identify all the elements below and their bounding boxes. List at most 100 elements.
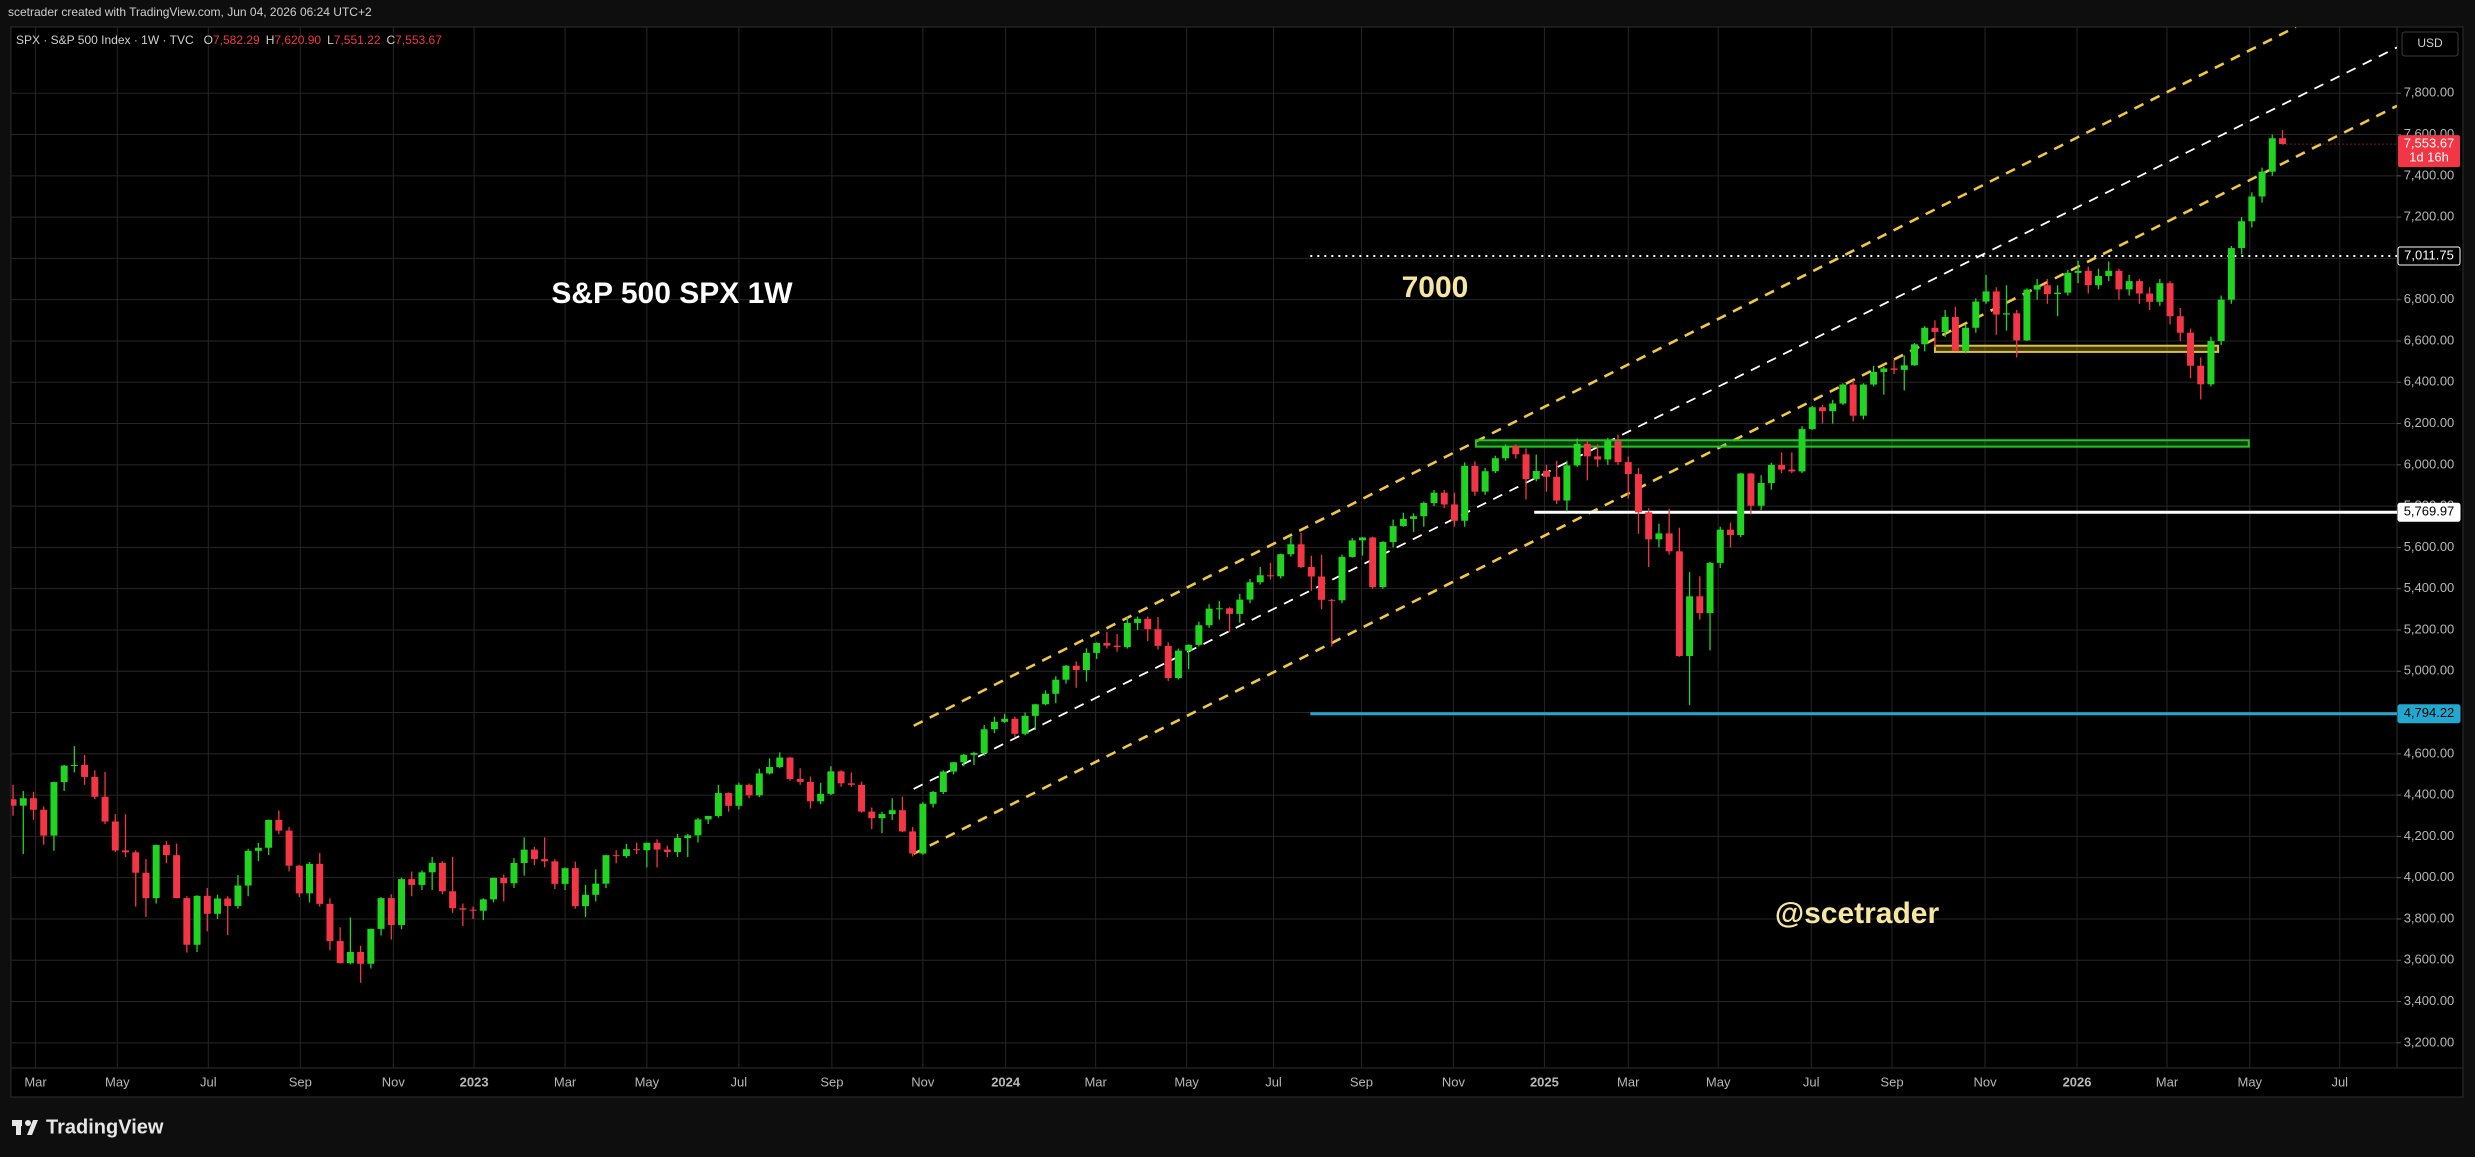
- candle-body: [1553, 476, 1561, 501]
- candle-body: [1808, 407, 1816, 430]
- candle-body: [2064, 272, 2072, 293]
- currency-button[interactable]: [2401, 31, 2459, 57]
- candle-body: [1911, 344, 1918, 366]
- candle-body: [1379, 542, 1387, 588]
- candle-body: [520, 849, 528, 864]
- candle-body: [653, 842, 661, 850]
- candle-body: [1583, 443, 1591, 457]
- candle-body: [602, 855, 610, 884]
- candle-body: [2238, 221, 2246, 249]
- x-tick-label: Jul: [200, 1074, 217, 1089]
- candle-body: [929, 792, 937, 804]
- candle-body: [694, 819, 702, 836]
- x-tick-label: Nov: [382, 1074, 406, 1089]
- candle-body: [254, 847, 262, 851]
- y-tick-label: 5,200.00: [2404, 621, 2455, 636]
- candle-body: [336, 941, 344, 964]
- x-tick-label: Jul: [2331, 1074, 2348, 1089]
- candle-body: [469, 909, 477, 911]
- candle-body: [81, 764, 89, 777]
- annotation: 7000: [1402, 271, 1469, 304]
- candle-body: [1471, 465, 1479, 492]
- candle-body: [1389, 526, 1397, 543]
- candle-body: [1001, 718, 1009, 722]
- candle-body: [1164, 645, 1172, 679]
- candle-body: [1328, 599, 1336, 601]
- candle-body: [91, 776, 99, 797]
- price-tag-label: 4,794.22: [2404, 705, 2455, 720]
- candle-body: [1266, 575, 1274, 577]
- candle-body: [919, 803, 927, 854]
- candle-body: [224, 898, 232, 906]
- zone: [1933, 344, 2220, 353]
- candle-body: [418, 872, 426, 885]
- x-tick-label: Mar: [1084, 1074, 1107, 1089]
- candle-body: [2258, 171, 2266, 197]
- candle-body: [704, 815, 712, 820]
- candle-body: [162, 845, 170, 856]
- candle-body: [1215, 608, 1223, 610]
- candle-body: [1399, 518, 1407, 527]
- countdown: 1d 16h: [2409, 150, 2449, 165]
- candle-body: [1767, 464, 1775, 483]
- candle-body: [633, 849, 641, 851]
- x-tick-label: 2023: [460, 1074, 489, 1089]
- candle-body: [1481, 471, 1489, 492]
- price-tag-label: 7,011.75: [2404, 247, 2454, 262]
- candle-body: [1778, 464, 1786, 470]
- candle-body: [684, 835, 692, 839]
- candle-body: [111, 821, 119, 851]
- candle-body: [1369, 537, 1377, 588]
- candle-body: [367, 928, 375, 964]
- candle-body: [1870, 371, 1878, 385]
- x-tick-label: May: [1174, 1074, 1199, 1089]
- candle-body: [796, 779, 804, 782]
- y-tick-label: 6,200.00: [2404, 415, 2455, 430]
- candle-body: [1134, 618, 1142, 623]
- x-tick-label: Nov: [1973, 1074, 1997, 1089]
- candle-body: [203, 895, 211, 914]
- candle-body: [387, 898, 395, 925]
- candle-body: [1890, 368, 1898, 370]
- candle-body: [592, 883, 600, 895]
- candle-body: [1686, 596, 1694, 656]
- chart-title: S&P 500 SPX 1W: [551, 277, 793, 310]
- candle-body: [1951, 317, 1959, 351]
- candle-body: [561, 868, 569, 884]
- y-tick-label: 7,200.00: [2404, 209, 2455, 224]
- candle-body: [132, 852, 140, 873]
- price-tag: [2397, 246, 2461, 266]
- candle-body: [1420, 503, 1428, 517]
- candle-body: [1726, 529, 1734, 536]
- candle-body: [11, 799, 17, 806]
- candle-body: [2043, 285, 2051, 295]
- candle-body: [1972, 301, 1980, 328]
- y-tick-label: 7,800.00: [2404, 85, 2455, 100]
- candle-body: [1757, 482, 1765, 506]
- candle-body: [70, 764, 78, 766]
- candle-body: [500, 877, 508, 884]
- candle-body: [888, 810, 896, 815]
- brand: TradingView: [46, 1116, 164, 1138]
- currency[interactable]: USD: [2417, 36, 2443, 50]
- candle-body: [2197, 365, 2205, 385]
- candle-body: [541, 859, 549, 862]
- time-axis: [10, 1067, 2464, 1098]
- candle-body: [357, 951, 365, 964]
- candles: [11, 130, 2286, 983]
- candle-body: [2023, 289, 2031, 341]
- candle-body: [827, 771, 835, 794]
- candle-body: [152, 845, 160, 899]
- candle-body: [1992, 291, 2000, 315]
- candle-body: [2166, 283, 2174, 317]
- candle-body: [735, 784, 743, 806]
- candle-body: [2074, 270, 2082, 273]
- candle-body: [1246, 582, 1254, 600]
- candle-body: [1144, 618, 1152, 630]
- candle-body: [1358, 537, 1366, 541]
- candle-body: [1277, 554, 1285, 577]
- x-tick-label: Nov: [911, 1074, 935, 1089]
- candle-body: [2176, 316, 2184, 333]
- annotation: @scetrader: [1775, 897, 1940, 930]
- x-tick-label: Jul: [731, 1074, 748, 1089]
